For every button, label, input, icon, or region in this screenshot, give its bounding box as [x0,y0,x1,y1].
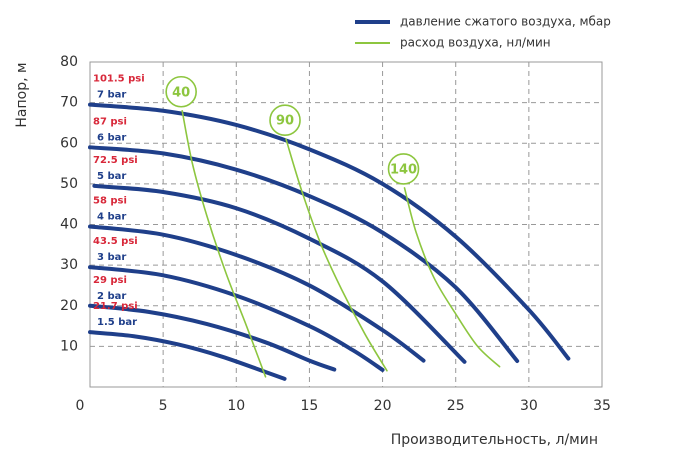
flow-label: 40 [172,85,190,100]
y-tick-label: 20 [60,298,78,314]
plot-frame [89,61,603,388]
flow-label: 90 [276,114,294,129]
y-tick-label: 40 [60,217,78,233]
pressure-curve [88,224,426,363]
bar-label: 5 bar [97,171,126,182]
legend-label: давление сжатого воздуха, мбар [400,15,611,29]
pressure-curve [88,102,571,361]
flow-label: 140 [390,162,417,177]
y-tick-label: 50 [60,176,78,192]
y-tick-label: 80 [60,54,78,70]
psi-label: 58 psi [93,196,127,207]
y-tick-label: 10 [60,338,78,354]
psi-label: 72.5 psi [93,155,138,166]
bar-label: 3 bar [97,252,126,263]
legend-label: расход воздуха, нл/мин [400,36,551,50]
flow-curve [403,187,501,368]
x-tick-label: 10 [227,398,245,414]
flow-badge [387,153,420,185]
psi-label: 43.5 psi [93,236,138,247]
x-tick-label: 35 [593,398,611,414]
psi-label: 21.7 psi [93,301,138,312]
x-tick-label: 0 [76,398,85,414]
x-tick-label: 5 [159,398,168,414]
pressure-curve [88,330,287,381]
y-tick-label: 60 [60,135,78,151]
y-tick-label: 30 [60,257,78,273]
pressure-curve [88,303,337,372]
x-tick-label: 25 [447,398,465,414]
flow-badge [269,104,301,136]
psi-label: 101.5 psi [93,74,145,85]
flow-badge [165,75,197,108]
bar-label: 6 bar [97,132,126,143]
flow-curve [285,138,388,372]
flow-curve [181,109,267,378]
x-tick-label: 15 [301,398,319,414]
x-axis-label: Производительность, л/мин [391,432,598,448]
x-tick-label: 30 [520,398,538,414]
y-tick-label: 70 [60,95,78,111]
bar-label: 7 bar [97,90,126,101]
bar-label: 1.5 bar [97,317,137,328]
y-axis-label: Напор, м [14,62,30,127]
pressure-curve [92,183,467,364]
pressure-curve [88,265,385,372]
x-tick-label: 20 [374,398,392,414]
pressure-curve [88,145,520,363]
bar-label: 4 bar [97,212,126,223]
psi-label: 29 psi [93,275,127,286]
bar-label: 2 bar [97,291,126,302]
psi-label: 87 psi [93,116,127,127]
